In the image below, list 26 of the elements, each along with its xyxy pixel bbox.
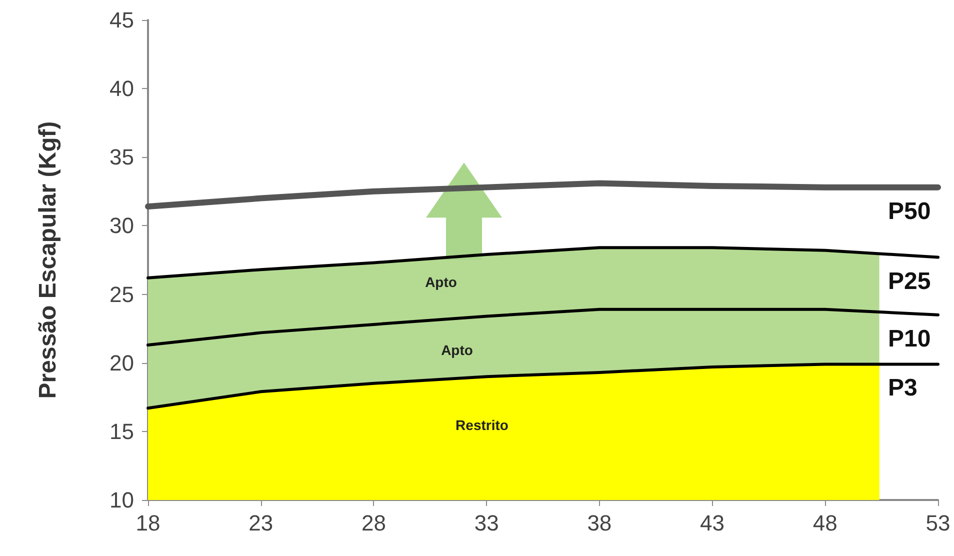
x-tick-label: 33 — [474, 510, 499, 536]
x-tick-label: 43 — [700, 510, 725, 536]
y-tick-label: 15 — [110, 418, 134, 444]
y-tick-label: 20 — [110, 350, 134, 376]
series-label: P50 — [888, 198, 931, 225]
x-tick-label: 53 — [926, 510, 950, 536]
line-series — [146, 362, 940, 410]
y-tick-label: 30 — [110, 213, 134, 238]
x-tick-label: 18 — [136, 510, 160, 536]
x-tick-label: 38 — [587, 510, 612, 536]
x-tick-label: 48 — [812, 510, 838, 536]
series-label: P10 — [888, 325, 931, 352]
series-label: P25 — [888, 268, 931, 295]
annotation: Restrito — [456, 417, 508, 433]
y-tick-label: 35 — [110, 144, 134, 170]
annotation: Apto — [425, 274, 457, 290]
series-label: P3 — [888, 374, 918, 402]
annotation: Apto — [441, 342, 473, 358]
y-tick-label: 40 — [110, 76, 134, 102]
x-tick-label: 28 — [361, 510, 386, 536]
line-series — [146, 308, 940, 347]
y-axis-title: Pressão Escapular (Kgf) — [34, 121, 62, 399]
y-tick-label: 25 — [110, 282, 134, 307]
y-tick-label: 10 — [110, 488, 134, 512]
x-tick-label: 23 — [248, 510, 274, 536]
y-tick-label: 45 — [110, 8, 134, 32]
